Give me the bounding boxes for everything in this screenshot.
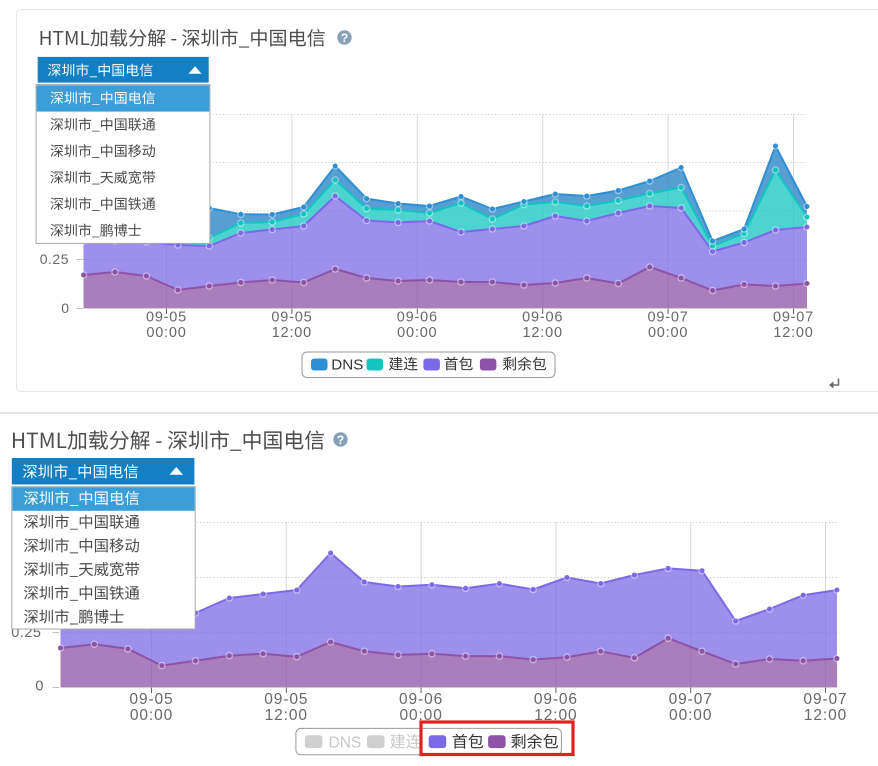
svg-text:09-06: 09-06: [522, 310, 563, 326]
svg-text:12:00: 12:00: [804, 707, 847, 724]
svg-text:?: ?: [337, 433, 344, 447]
svg-text:09-07: 09-07: [669, 691, 713, 708]
svg-text:00:00: 00:00: [648, 325, 688, 341]
svg-text:09-05: 09-05: [129, 691, 173, 708]
svg-text:12:00: 12:00: [523, 325, 563, 341]
svg-text:12:00: 12:00: [265, 707, 308, 724]
svg-text:12:00: 12:00: [272, 325, 312, 341]
svg-text:09-05: 09-05: [271, 310, 312, 326]
svg-text:00:00: 00:00: [669, 707, 712, 724]
svg-text:09-05: 09-05: [264, 691, 308, 708]
svg-text:09-05: 09-05: [146, 310, 187, 326]
svg-text:?: ?: [341, 31, 348, 45]
svg-text:00:00: 00:00: [130, 707, 173, 724]
svg-text:12:00: 12:00: [773, 325, 813, 341]
svg-text:09-07: 09-07: [803, 691, 847, 708]
svg-text:0.25: 0.25: [40, 251, 69, 267]
svg-text:00:00: 00:00: [146, 325, 186, 341]
svg-text:09-07: 09-07: [648, 310, 689, 326]
svg-text:09-06: 09-06: [399, 691, 443, 708]
svg-text:DNS: DNS: [329, 734, 362, 751]
svg-text:DNS: DNS: [331, 356, 363, 373]
svg-text:09-07: 09-07: [773, 310, 814, 326]
svg-text:09-06: 09-06: [397, 310, 438, 326]
svg-text:09-06: 09-06: [534, 691, 578, 708]
svg-text:0: 0: [61, 300, 69, 316]
svg-text:00:00: 00:00: [397, 325, 437, 341]
svg-text:0: 0: [35, 679, 43, 695]
